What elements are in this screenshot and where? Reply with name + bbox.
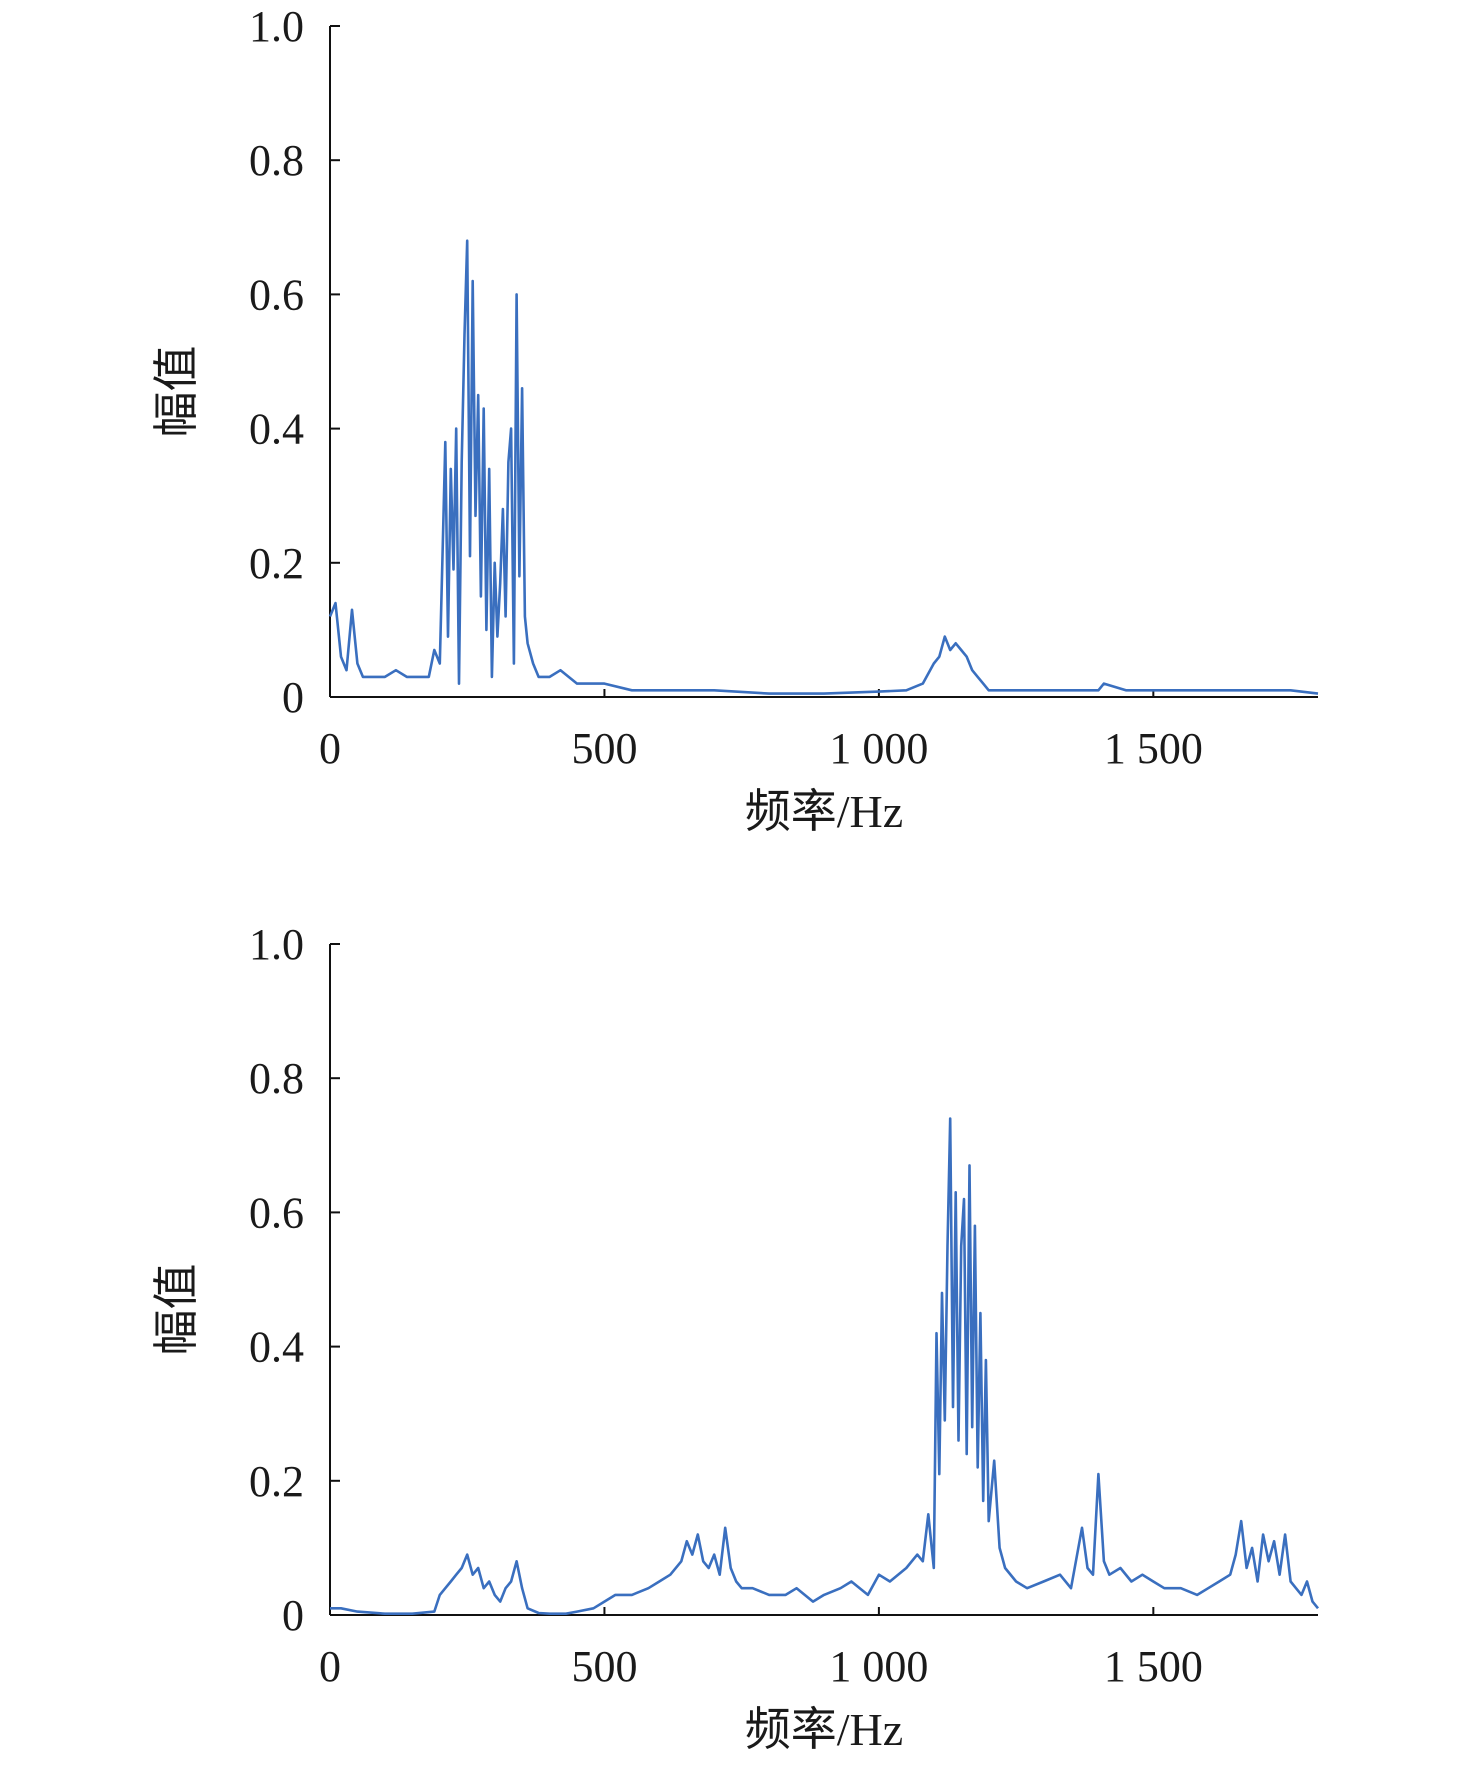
x-tick-label: 500 xyxy=(571,724,637,773)
y-tick-label: 0.8 xyxy=(249,136,304,185)
series-line xyxy=(330,1117,1320,1615)
y-tick-label: 0.8 xyxy=(249,1054,304,1103)
x-tick-label: 0 xyxy=(319,1642,341,1691)
y-tick-label: 0.6 xyxy=(249,270,304,319)
y-tick-label: 0.2 xyxy=(249,539,304,588)
y-tick-label: 1.0 xyxy=(249,920,304,969)
y-tick-label: 0 xyxy=(282,673,304,722)
x-tick-label: 1 000 xyxy=(829,1642,928,1691)
y-tick-label: 0.4 xyxy=(249,1323,304,1372)
y-tick-label: 0 xyxy=(282,1591,304,1640)
y-tick-label: 0.4 xyxy=(249,405,304,454)
y-axis-title: 幅值 xyxy=(151,1264,202,1356)
chart-panel-top: 0 0.2 0.4 0.6 0.8 1.0 0 500 1 000 1 500 频率/Hz 幅值 xyxy=(151,2,1319,837)
chart-panel-bottom: 0 0.2 0.4 0.6 0.8 1.0 0 500 1 000 1 500 频率/Hz 幅值 xyxy=(151,920,1320,1755)
series-line xyxy=(328,239,1319,695)
y-tick-label: 0.6 xyxy=(249,1188,304,1237)
x-tick-label: 1 500 xyxy=(1104,724,1203,773)
x-tick-label: 500 xyxy=(571,1642,637,1691)
y-axis-title: 幅值 xyxy=(151,346,202,438)
x-tick-label: 0 xyxy=(319,724,341,773)
y-tick-label: 0.2 xyxy=(249,1457,304,1506)
y-tick-label: 1.0 xyxy=(249,2,304,51)
x-tick-label: 1 000 xyxy=(829,724,928,773)
x-axis-title: 频率/Hz xyxy=(745,786,903,837)
x-tick-label: 1 500 xyxy=(1104,1642,1203,1691)
x-axis-title: 频率/Hz xyxy=(745,1704,903,1755)
